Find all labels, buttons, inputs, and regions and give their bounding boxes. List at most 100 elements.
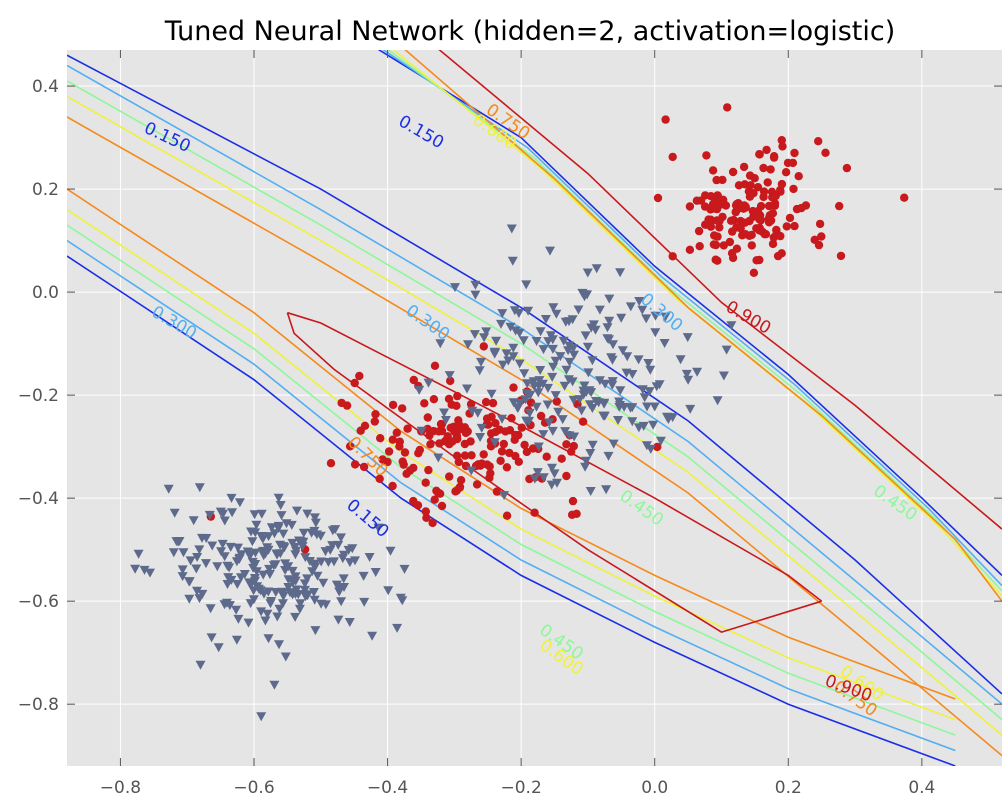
point-1-0-196: [184, 577, 195, 587]
point-1-0-73: [236, 550, 247, 560]
point-1-0-180: [283, 583, 294, 592]
point-0-1-143: [483, 460, 492, 469]
point-0-1-71: [413, 501, 423, 510]
point-0-1-128: [562, 471, 571, 481]
point-1-0-58: [256, 712, 267, 722]
point-1-1-3: [594, 376, 605, 386]
point-1-0-127: [274, 604, 285, 614]
point-0-0-20: [763, 178, 772, 187]
point-1-1-202: [590, 325, 601, 335]
point-1-0-132: [213, 643, 224, 653]
x-tick-label-3: −0.2: [501, 778, 542, 798]
point-1-1-28: [634, 297, 645, 306]
point-1-1-119: [524, 408, 535, 418]
point-0-0-21: [668, 152, 677, 162]
point-1-1-216: [503, 356, 514, 366]
point-1-0-49: [169, 508, 180, 518]
point-1-1-90: [499, 491, 510, 501]
point-1-0-160: [331, 580, 342, 590]
point-1-1-171: [633, 355, 644, 365]
point-1-0-61: [304, 557, 315, 566]
point-0-0-88: [745, 192, 755, 201]
point-1-0-29: [219, 516, 230, 526]
point-1-1-9: [474, 366, 485, 376]
point-1-1-76: [649, 402, 660, 412]
point-1-1-63: [533, 388, 544, 398]
point-1-1-11: [497, 360, 508, 370]
x-tick-label-1: −0.6: [233, 778, 274, 798]
point-1-1-140: [548, 303, 559, 313]
point-1-0-185: [280, 652, 291, 662]
point-1-1-66: [625, 302, 636, 312]
point-0-1-134: [466, 399, 476, 409]
point-1-0-17: [219, 552, 230, 562]
point-1-0-117: [269, 680, 280, 690]
point-0-0-111: [785, 213, 795, 223]
point-0-0-112: [728, 167, 738, 177]
point-0-0-142: [777, 179, 787, 189]
point-0-0-158: [797, 203, 806, 213]
point-1-0-86: [364, 553, 375, 562]
point-0-1-19: [497, 447, 507, 456]
point-0-1-95: [488, 398, 498, 408]
point-1-0-217: [195, 660, 206, 670]
point-0-0-93: [762, 145, 771, 155]
point-0-0-70: [794, 172, 803, 181]
point-1-1-2: [538, 473, 549, 483]
point-1-0-44: [316, 557, 327, 567]
point-1-1-182: [675, 355, 686, 365]
point-0-1-39: [491, 419, 500, 428]
point-1-0-192: [244, 578, 255, 588]
point-1-0-104: [276, 511, 287, 521]
point-0-0-125: [694, 226, 704, 236]
point-1-1-152: [416, 426, 427, 436]
point-1-0-123: [191, 564, 202, 574]
point-0-0-150: [728, 253, 738, 263]
point-1-1-38: [501, 349, 512, 359]
point-1-0-71: [225, 542, 236, 552]
point-1-0-147: [251, 520, 262, 530]
point-1-1-112: [542, 400, 553, 410]
point-0-1-23: [562, 440, 571, 449]
point-1-0-146: [173, 537, 184, 547]
point-1-1-82: [470, 280, 481, 290]
point-1-1-207: [644, 387, 655, 397]
point-1-1-219: [513, 403, 524, 413]
point-1-0-119: [178, 548, 189, 558]
point-1-1-210: [591, 397, 602, 406]
point-0-1-96: [421, 507, 430, 516]
point-1-0-203: [309, 563, 320, 572]
point-1-1-19: [540, 315, 551, 324]
point-1-1-6: [435, 339, 446, 349]
point-1-0-24: [234, 498, 245, 508]
point-0-0-62: [723, 103, 732, 112]
point-0-1-73: [522, 447, 532, 457]
point-0-1-87: [487, 429, 496, 438]
point-0-0-2: [715, 223, 724, 232]
point-1-0-174: [281, 519, 292, 529]
point-1-1-102: [642, 402, 652, 412]
point-0-0-132: [768, 193, 777, 202]
point-0-0-79: [842, 163, 852, 173]
point-0-0-153: [768, 209, 778, 218]
point-1-0-133: [231, 557, 242, 567]
point-1-0-200: [300, 590, 311, 600]
point-0-1-67: [502, 511, 512, 520]
point-1-1-153: [496, 319, 506, 329]
point-1-0-190: [311, 530, 322, 540]
point-0-1-40: [430, 361, 440, 370]
point-1-1-137: [564, 357, 575, 367]
point-1-1-170: [650, 311, 661, 321]
point-1-1-56: [591, 264, 602, 274]
point-1-1-150: [532, 468, 543, 478]
point-0-1-31: [350, 460, 360, 469]
point-1-0-28: [133, 549, 144, 559]
point-1-0-130: [263, 587, 274, 597]
point-0-1-159: [511, 430, 520, 440]
contour-line-5-2: [438, 50, 1002, 530]
point-0-0-156: [750, 174, 759, 183]
point-1-1-131: [538, 430, 549, 440]
point-0-0-126: [766, 165, 775, 174]
point-0-0-149: [713, 232, 722, 241]
